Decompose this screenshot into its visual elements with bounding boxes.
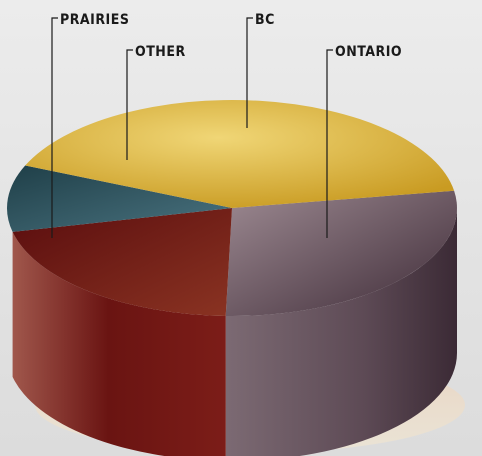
label-other: OTHER — [135, 44, 186, 60]
slice-bc — [25, 100, 455, 208]
side-ontario — [225, 208, 457, 456]
label-bc: BC — [255, 12, 275, 28]
pie-tops — [7, 100, 457, 316]
slice-ontario — [225, 190, 457, 316]
slice-prairies — [12, 208, 232, 316]
label-prairies: PRAIRIES — [60, 12, 129, 28]
slice-other — [7, 165, 233, 232]
pie-sides — [12, 208, 457, 456]
leader-other — [126, 49, 133, 160]
leader-bc — [246, 17, 253, 128]
leader-ontario — [326, 49, 333, 238]
label-ontario: ONTARIO — [335, 44, 402, 60]
leader-prairies — [51, 17, 58, 238]
side-prairies — [12, 231, 226, 456]
